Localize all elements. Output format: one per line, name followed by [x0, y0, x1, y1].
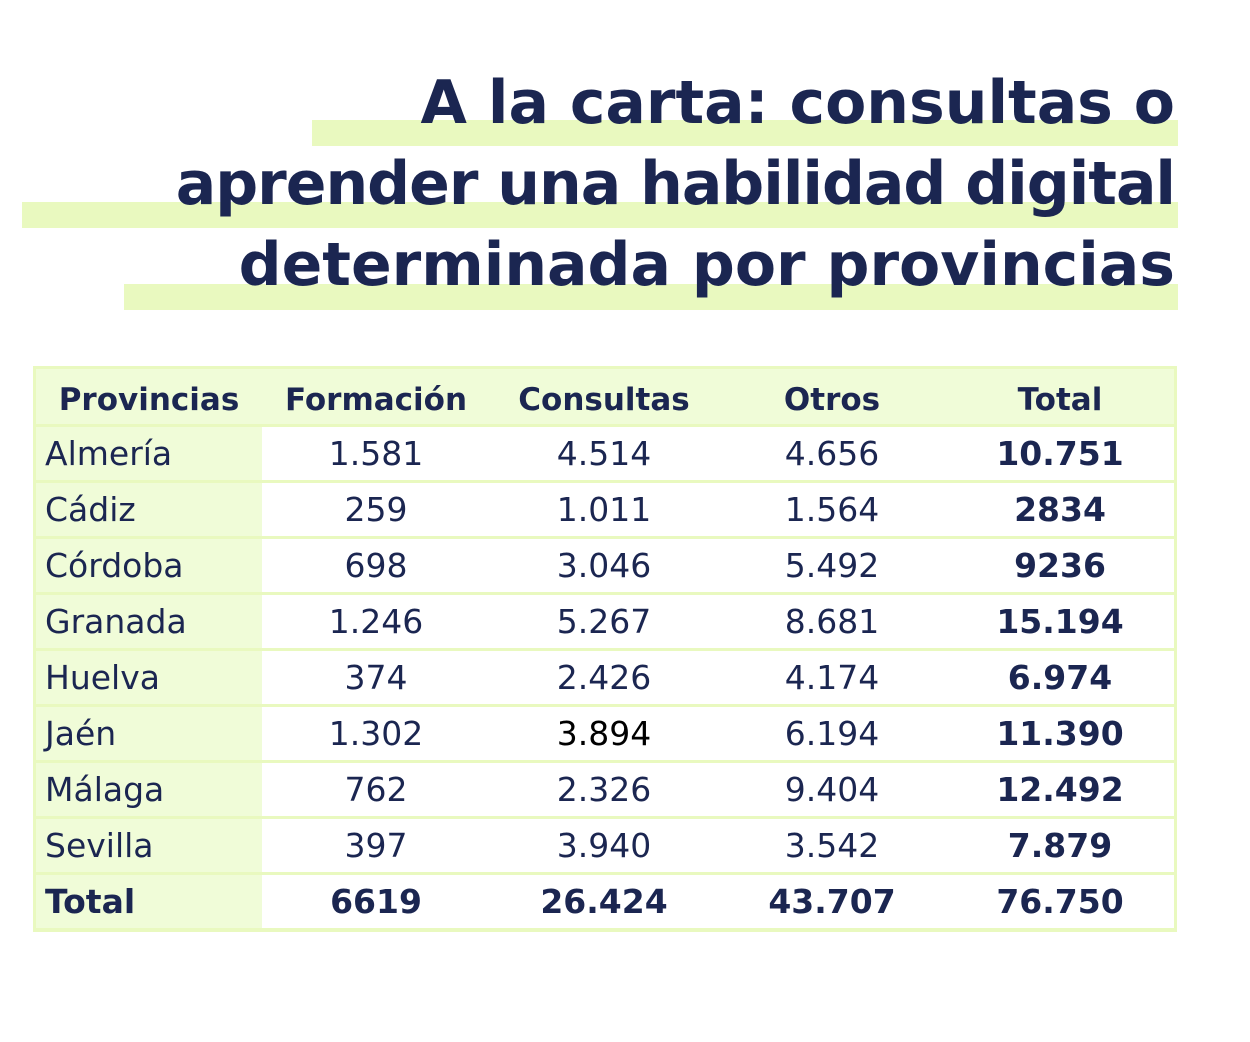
formacion-value: 1.302 — [328, 714, 424, 753]
table-row: 698 3.046 5.492 9236 — [262, 539, 1174, 592]
consultas-value: 3.046 — [556, 546, 652, 585]
total-value: 2834 — [1014, 490, 1106, 529]
table-row: 374 2.426 4.174 6.974 — [262, 651, 1174, 704]
province-name: Málaga — [36, 763, 262, 816]
otros-value: 9.404 — [784, 770, 880, 809]
formacion-value: 762 — [344, 770, 408, 809]
consultas-value: 2.326 — [556, 770, 652, 809]
formacion-value: 259 — [344, 490, 408, 529]
otros-value: 4.174 — [784, 658, 880, 697]
header-formacion: Formación — [284, 381, 468, 418]
otros-total: 43.707 — [768, 882, 896, 921]
otros-value: 5.492 — [784, 546, 880, 585]
table-row: 1.581 4.514 4.656 10.751 — [262, 427, 1174, 480]
consultas-value: 1.011 — [556, 490, 652, 529]
table-grid: Provincias Formación Consultas Otros Tot… — [36, 369, 1174, 929]
title-highlight-line-1 — [312, 120, 1178, 146]
formacion-total: 6619 — [330, 882, 422, 921]
total-value: 11.390 — [996, 714, 1124, 753]
grand-total: 76.750 — [996, 882, 1124, 921]
table-row: 762 2.326 9.404 12.492 — [262, 763, 1174, 816]
otros-value: 6.194 — [784, 714, 880, 753]
page-title-line-3: determinada por provincias — [238, 230, 1175, 300]
table-row: 1.246 5.267 8.681 15.194 — [262, 595, 1174, 648]
total-value: 10.751 — [996, 434, 1124, 473]
total-value: 6.974 — [1007, 658, 1113, 697]
consultas-total: 26.424 — [540, 882, 668, 921]
province-name: Granada — [36, 595, 262, 648]
title-highlight-line-2 — [22, 202, 1178, 228]
consultas-value: 3.894 — [556, 714, 652, 753]
table-row: 259 1.011 1.564 2834 — [262, 483, 1174, 536]
header-total: Total — [1017, 381, 1103, 418]
otros-value: 3.542 — [784, 826, 880, 865]
table-total-row: 6619 26.424 43.707 76.750 — [262, 875, 1174, 928]
title-highlight-line-3 — [124, 284, 1178, 310]
total-value: 9236 — [1014, 546, 1106, 585]
otros-value: 1.564 — [784, 490, 880, 529]
table-header-row: Formación Consultas Otros Total — [262, 369, 1174, 424]
header-otros: Otros — [783, 381, 881, 418]
provinces-table: Provincias Formación Consultas Otros Tot… — [33, 366, 1177, 932]
otros-value: 8.681 — [784, 602, 880, 641]
table-row: 1.302 3.894 6.194 11.390 — [262, 707, 1174, 760]
table-row: 397 3.940 3.542 7.879 — [262, 819, 1174, 872]
consultas-value: 2.426 — [556, 658, 652, 697]
formacion-value: 374 — [344, 658, 408, 697]
header-provincias: Provincias — [36, 369, 262, 424]
consultas-value: 5.267 — [556, 602, 652, 641]
consultas-value: 4.514 — [556, 434, 652, 473]
province-name: Cádiz — [36, 483, 262, 536]
formacion-value: 1.581 — [328, 434, 424, 473]
total-value: 12.492 — [996, 770, 1124, 809]
page-title-line-2: aprender una habilidad digital — [175, 149, 1176, 219]
total-value: 15.194 — [996, 602, 1124, 641]
formacion-value: 397 — [344, 826, 408, 865]
province-name: Huelva — [36, 651, 262, 704]
province-name: Córdoba — [36, 539, 262, 592]
header-consultas: Consultas — [518, 381, 690, 418]
province-name: Sevilla — [36, 819, 262, 872]
formacion-value: 698 — [344, 546, 408, 585]
formacion-value: 1.246 — [328, 602, 424, 641]
consultas-value: 3.940 — [556, 826, 652, 865]
total-row-label: Total — [36, 875, 262, 928]
province-name: Jaén — [36, 707, 262, 760]
page-title-line-1: A la carta: consultas o — [420, 68, 1175, 138]
otros-value: 4.656 — [784, 434, 880, 473]
province-name: Almería — [36, 427, 262, 480]
total-value: 7.879 — [1007, 826, 1113, 865]
